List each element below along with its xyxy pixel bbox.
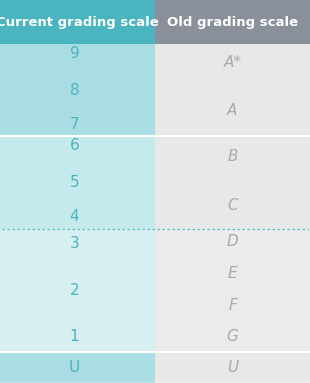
Text: D: D [227, 234, 238, 249]
Text: 6: 6 [69, 138, 79, 153]
Text: 3: 3 [69, 236, 79, 251]
Text: U: U [227, 360, 238, 375]
Text: U: U [69, 360, 80, 375]
Text: 9: 9 [69, 46, 79, 61]
Text: 4: 4 [69, 210, 79, 224]
Bar [155, 229, 310, 352]
Bar [0, 229, 155, 352]
Text: 8: 8 [69, 83, 79, 98]
Text: G: G [227, 329, 238, 344]
Bar [0, 44, 155, 136]
Bar [0, 0, 155, 44]
Bar [155, 44, 310, 136]
Bar [0, 352, 155, 383]
Text: B: B [227, 149, 238, 164]
Bar [155, 0, 310, 44]
Text: 7: 7 [69, 117, 79, 132]
Text: A: A [227, 103, 238, 118]
Bar [155, 136, 310, 229]
Text: Old grading scale: Old grading scale [167, 16, 298, 28]
Text: Current grading scale: Current grading scale [0, 16, 159, 28]
Text: 5: 5 [69, 175, 79, 190]
Text: F: F [228, 298, 237, 313]
Text: 1: 1 [69, 329, 79, 344]
Text: 2: 2 [69, 283, 79, 298]
Text: A*: A* [224, 55, 241, 70]
Bar [155, 352, 310, 383]
Text: C: C [227, 198, 238, 213]
Text: E: E [228, 266, 237, 281]
Bar [0, 136, 155, 229]
